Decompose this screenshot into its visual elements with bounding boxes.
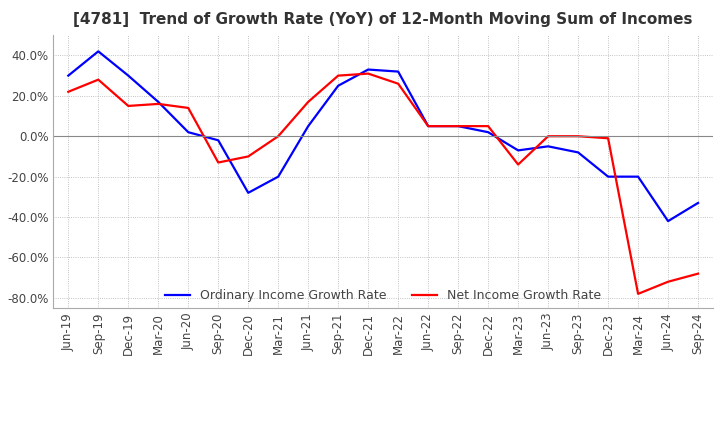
Ordinary Income Growth Rate <box>274 174 282 179</box>
Net Income Growth Rate <box>514 162 523 167</box>
Net Income Growth Rate <box>694 271 703 276</box>
Ordinary Income Growth Rate <box>574 150 582 155</box>
Ordinary Income Growth Rate <box>394 69 402 74</box>
Net Income Growth Rate <box>484 124 492 129</box>
Ordinary Income Growth Rate <box>154 99 163 105</box>
Ordinary Income Growth Rate <box>544 144 552 149</box>
Line: Net Income Growth Rate: Net Income Growth Rate <box>68 73 698 294</box>
Ordinary Income Growth Rate <box>334 83 343 88</box>
Net Income Growth Rate <box>604 136 613 141</box>
Net Income Growth Rate <box>364 71 372 76</box>
Ordinary Income Growth Rate <box>124 73 132 78</box>
Ordinary Income Growth Rate <box>694 200 703 205</box>
Net Income Growth Rate <box>394 81 402 86</box>
Ordinary Income Growth Rate <box>514 148 523 153</box>
Ordinary Income Growth Rate <box>454 124 462 129</box>
Net Income Growth Rate <box>184 105 192 110</box>
Net Income Growth Rate <box>244 154 253 159</box>
Ordinary Income Growth Rate <box>184 129 192 135</box>
Ordinary Income Growth Rate <box>304 124 312 129</box>
Net Income Growth Rate <box>274 134 282 139</box>
Ordinary Income Growth Rate <box>214 138 222 143</box>
Ordinary Income Growth Rate <box>244 190 253 195</box>
Net Income Growth Rate <box>664 279 672 284</box>
Net Income Growth Rate <box>214 160 222 165</box>
Net Income Growth Rate <box>304 99 312 105</box>
Net Income Growth Rate <box>424 124 433 129</box>
Net Income Growth Rate <box>154 101 163 106</box>
Net Income Growth Rate <box>64 89 73 95</box>
Net Income Growth Rate <box>634 291 642 297</box>
Ordinary Income Growth Rate <box>94 49 103 54</box>
Ordinary Income Growth Rate <box>64 73 73 78</box>
Ordinary Income Growth Rate <box>634 174 642 179</box>
Net Income Growth Rate <box>124 103 132 109</box>
Ordinary Income Growth Rate <box>664 219 672 224</box>
Net Income Growth Rate <box>334 73 343 78</box>
Net Income Growth Rate <box>574 134 582 139</box>
Ordinary Income Growth Rate <box>364 67 372 72</box>
Legend: Ordinary Income Growth Rate, Net Income Growth Rate: Ordinary Income Growth Rate, Net Income … <box>161 284 606 307</box>
Net Income Growth Rate <box>94 77 103 82</box>
Net Income Growth Rate <box>454 124 462 129</box>
Title: [4781]  Trend of Growth Rate (YoY) of 12-Month Moving Sum of Incomes: [4781] Trend of Growth Rate (YoY) of 12-… <box>73 12 693 27</box>
Ordinary Income Growth Rate <box>484 129 492 135</box>
Net Income Growth Rate <box>544 134 552 139</box>
Line: Ordinary Income Growth Rate: Ordinary Income Growth Rate <box>68 51 698 221</box>
Ordinary Income Growth Rate <box>424 124 433 129</box>
Ordinary Income Growth Rate <box>604 174 613 179</box>
